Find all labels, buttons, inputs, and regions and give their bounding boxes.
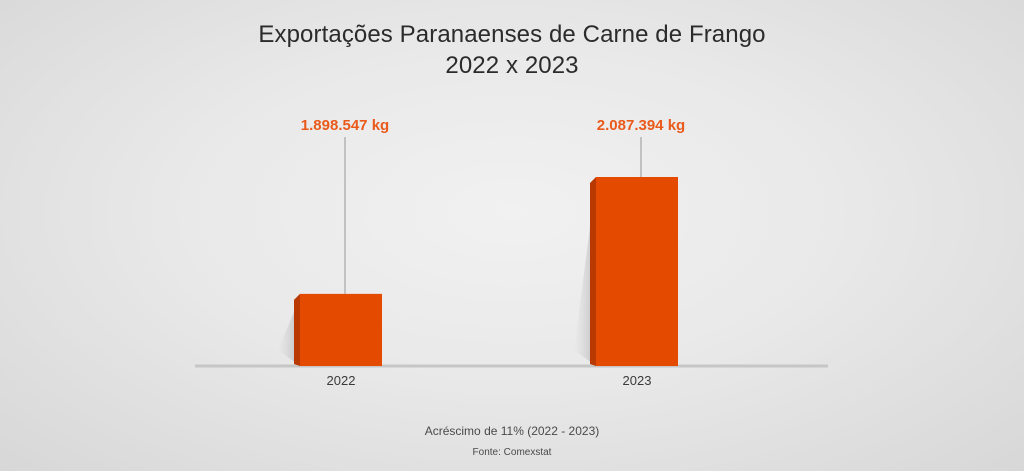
bar-2022 xyxy=(300,293,382,366)
bar-2023 xyxy=(596,177,678,366)
bar-side xyxy=(294,293,300,366)
x-tick-label: 2023 xyxy=(623,373,652,388)
chart-subtitle: 2022 x 2023 xyxy=(445,52,579,79)
bar-side xyxy=(590,177,596,366)
x-tick-label: 2022 xyxy=(327,373,356,388)
growth-note: Acréscimo de 11% (2022 - 2023) xyxy=(424,424,600,438)
chart-title: Exportações Paranaenses de Carne de Fran… xyxy=(258,21,766,48)
data-label: 1.898.547 kg xyxy=(301,117,389,134)
source-note: Fonte: Comexstat xyxy=(472,447,552,458)
data-label: 2.087.394 kg xyxy=(597,117,685,134)
